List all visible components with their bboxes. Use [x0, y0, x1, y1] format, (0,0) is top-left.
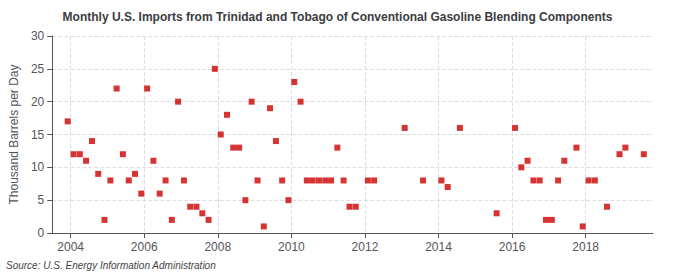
svg-text:5: 5 [38, 193, 45, 207]
svg-text:20: 20 [31, 95, 45, 109]
svg-text:2014: 2014 [425, 240, 452, 254]
svg-text:10: 10 [31, 160, 45, 174]
svg-text:2012: 2012 [352, 240, 379, 254]
svg-text:0: 0 [38, 226, 45, 240]
svg-text:Monthly U.S. Imports from Trin: Monthly U.S. Imports from Trinidad and T… [63, 10, 613, 24]
svg-text:Thousand Barrels per Day: Thousand Barrels per Day [7, 64, 21, 204]
svg-text:2004: 2004 [57, 240, 84, 254]
svg-text:2018: 2018 [572, 240, 599, 254]
svg-text:2006: 2006 [131, 240, 158, 254]
svg-text:2008: 2008 [204, 240, 231, 254]
svg-text:30: 30 [31, 29, 45, 43]
svg-text:Source: U.S. Energy Informatio: Source: U.S. Energy Information Administ… [6, 260, 216, 271]
svg-text:15: 15 [31, 128, 45, 142]
svg-text:25: 25 [31, 62, 45, 76]
svg-text:2010: 2010 [278, 240, 305, 254]
svg-text:2016: 2016 [499, 240, 526, 254]
